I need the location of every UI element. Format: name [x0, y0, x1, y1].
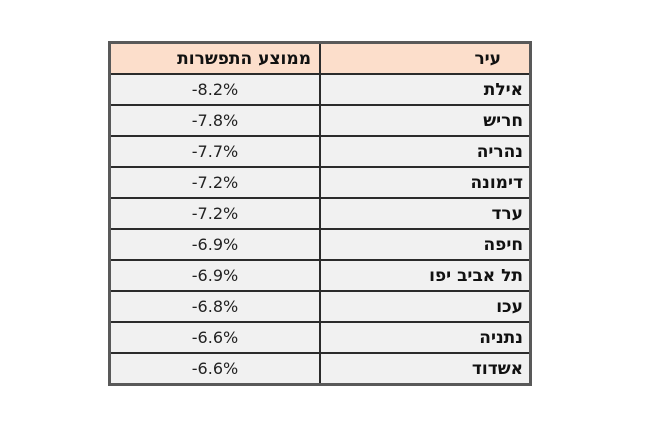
table-row: נהריה -7.7% — [108, 135, 532, 168]
city-name-cell: עכו — [319, 290, 532, 323]
table-row: תל אביב יפו -6.9% — [108, 259, 532, 292]
table-row: עכו -6.8% — [108, 290, 532, 323]
avg-value-cell: -6.8% — [108, 290, 321, 323]
table-body: אילת -8.2% חריש -7.8% נהריה -7.7% דימונה… — [108, 73, 532, 386]
city-name-cell: אילת — [319, 73, 532, 106]
city-name-cell: נהריה — [319, 135, 532, 168]
table-row: דימונה -7.2% — [108, 166, 532, 199]
city-name-cell: אשדוד — [319, 352, 532, 386]
avg-value-cell: -6.9% — [108, 228, 321, 261]
avg-compromise-column-header: ממוצע התפשרות — [108, 41, 321, 75]
avg-value-cell: -7.7% — [108, 135, 321, 168]
city-name-cell: תל אביב יפו — [319, 259, 532, 292]
avg-value-cell: -7.2% — [108, 166, 321, 199]
table-row: חיפה -6.9% — [108, 228, 532, 261]
city-compromise-table-container: עיר ממוצע התפשרות אילת -8.2% חריש -7.8% … — [108, 41, 532, 386]
avg-value-cell: -7.2% — [108, 197, 321, 230]
table-row: ערד -7.2% — [108, 197, 532, 230]
table-row: נתניה -6.6% — [108, 321, 532, 354]
city-column-header: עיר — [319, 41, 532, 75]
avg-value-cell: -6.6% — [108, 352, 321, 386]
city-name-cell: דימונה — [319, 166, 532, 199]
city-name-cell: נתניה — [319, 321, 532, 354]
avg-value-cell: -8.2% — [108, 73, 321, 106]
avg-value-cell: -6.6% — [108, 321, 321, 354]
avg-value-cell: -7.8% — [108, 104, 321, 137]
city-name-cell: חריש — [319, 104, 532, 137]
city-compromise-table: עיר ממוצע התפשרות אילת -8.2% חריש -7.8% … — [108, 41, 532, 386]
header-row: עיר ממוצע התפשרות — [108, 41, 532, 75]
city-name-cell: ערד — [319, 197, 532, 230]
city-name-cell: חיפה — [319, 228, 532, 261]
table-row: חריש -7.8% — [108, 104, 532, 137]
avg-value-cell: -6.9% — [108, 259, 321, 292]
table-row: אילת -8.2% — [108, 73, 532, 106]
table-row: אשדוד -6.6% — [108, 352, 532, 386]
